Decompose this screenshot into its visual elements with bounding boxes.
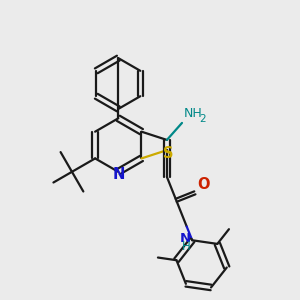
Text: N: N <box>113 167 125 182</box>
Text: S: S <box>163 146 173 160</box>
Text: 2: 2 <box>199 114 206 124</box>
Text: H: H <box>182 240 190 253</box>
Text: O: O <box>197 177 210 192</box>
Text: NH: NH <box>184 107 203 120</box>
Text: N: N <box>180 232 191 245</box>
